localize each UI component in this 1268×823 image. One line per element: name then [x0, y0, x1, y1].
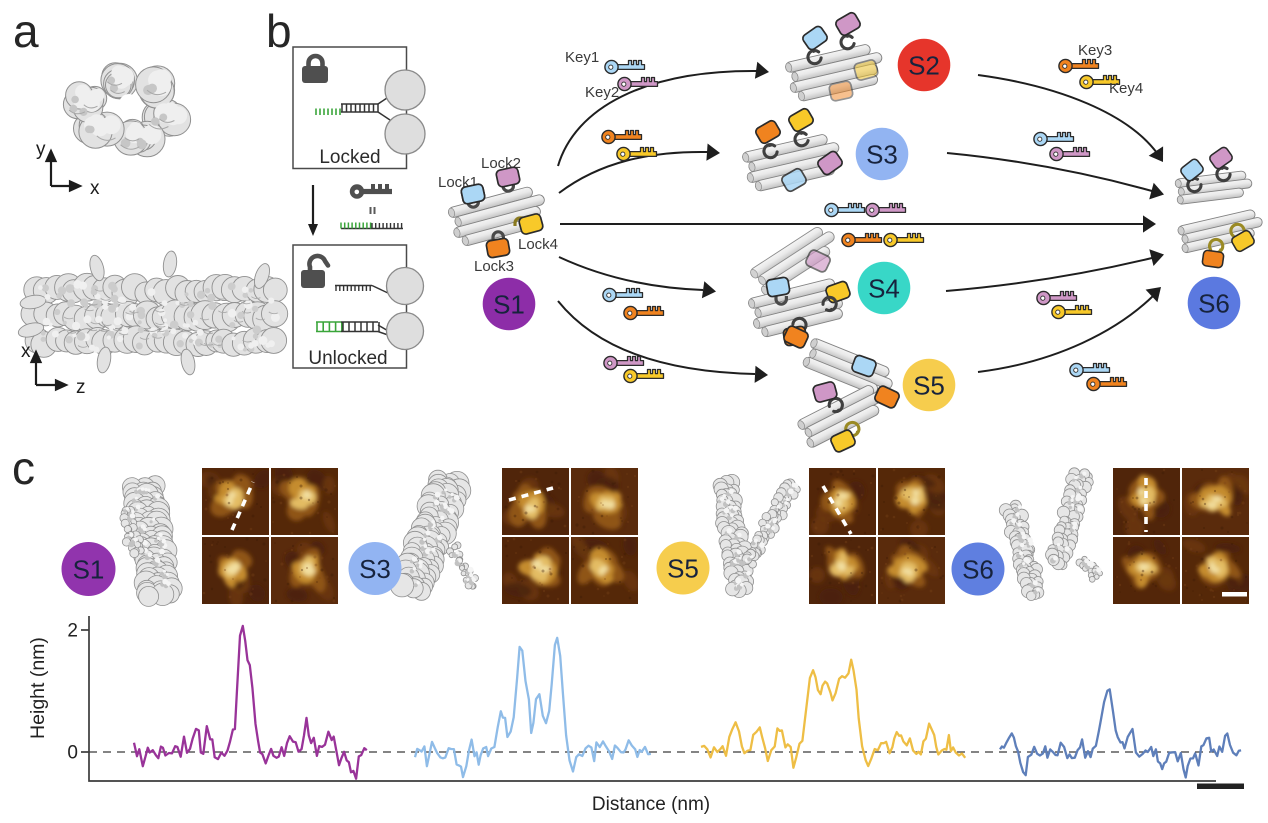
svg-text:Key1: Key1	[565, 49, 599, 66]
svg-text:S6: S6	[962, 555, 994, 585]
svg-text:a: a	[13, 5, 39, 57]
svg-text:Key2: Key2	[585, 84, 619, 101]
svg-text:y: y	[36, 139, 46, 160]
svg-text:S5: S5	[913, 371, 945, 401]
svg-text:Unlocked: Unlocked	[308, 348, 387, 369]
svg-text:x: x	[90, 178, 100, 199]
svg-text:b: b	[266, 5, 292, 57]
svg-text:S3: S3	[359, 554, 391, 584]
svg-text:S3: S3	[866, 140, 898, 170]
svg-text:Lock4: Lock4	[518, 236, 558, 253]
svg-text:0: 0	[67, 743, 78, 764]
svg-text:c: c	[12, 442, 35, 494]
svg-text:Key4: Key4	[1109, 80, 1143, 97]
svg-text:S6: S6	[1198, 289, 1230, 319]
svg-text:Lock3: Lock3	[474, 258, 514, 275]
svg-text:S2: S2	[908, 51, 940, 81]
svg-text:2: 2	[67, 621, 78, 642]
svg-text:z: z	[76, 377, 86, 398]
svg-text:Key3: Key3	[1078, 42, 1112, 59]
svg-text:S4: S4	[868, 274, 900, 304]
svg-text:S1: S1	[493, 290, 525, 320]
svg-text:Distance (nm): Distance (nm)	[592, 794, 710, 815]
svg-text:S5: S5	[667, 554, 699, 584]
svg-text:x: x	[21, 341, 31, 362]
svg-text:S1: S1	[73, 555, 105, 585]
svg-text:Height (nm): Height (nm)	[27, 637, 49, 739]
svg-text:Locked: Locked	[319, 147, 380, 168]
